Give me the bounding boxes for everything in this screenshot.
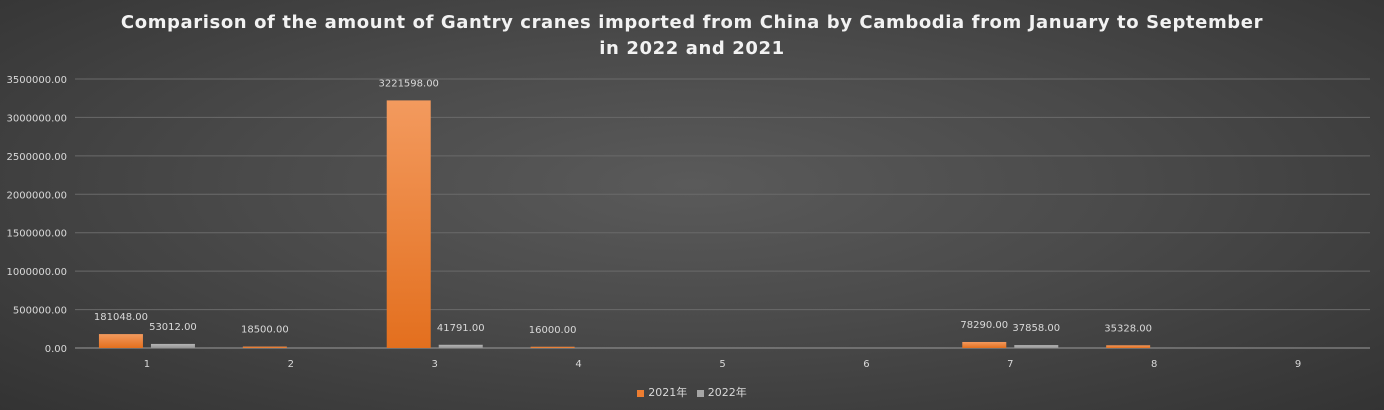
y-tick-label: 3000000.00 xyxy=(7,113,67,124)
bar-2021年-7 xyxy=(962,341,1007,348)
legend-label-2021: 2021年 xyxy=(648,386,688,399)
data-label: 35328.00 xyxy=(1104,323,1152,334)
data-label: 181048.00 xyxy=(94,312,148,323)
data-label: 53012.00 xyxy=(149,322,197,333)
x-tick-label: 3 xyxy=(432,359,438,370)
bar-2022年-3 xyxy=(438,344,483,348)
x-tick-label: 9 xyxy=(1295,359,1301,370)
bar-2022年-7 xyxy=(1014,345,1059,348)
bar-2021年-8 xyxy=(1106,345,1151,348)
x-tick-label: 4 xyxy=(575,359,581,370)
legend: 2021年 2022年 xyxy=(0,384,1384,400)
bar-2022年-1 xyxy=(150,343,195,348)
y-tick-label: 0.00 xyxy=(45,344,67,355)
data-label: 78290.00 xyxy=(960,320,1008,331)
data-label: 18500.00 xyxy=(241,325,289,336)
y-tick-label: 2000000.00 xyxy=(7,190,67,201)
bar-2021年-4 xyxy=(530,346,575,348)
legend-item-2021: 2021年 xyxy=(637,384,687,400)
x-tick-label: 5 xyxy=(719,359,725,370)
gridlines xyxy=(75,78,1370,349)
legend-label-2022: 2022年 xyxy=(707,386,747,399)
bar-2021年-1 xyxy=(98,334,143,348)
chart-title: Comparison of the amount of Gantry crane… xyxy=(0,10,1384,62)
y-tick-label: 2500000.00 xyxy=(7,152,67,163)
x-axis-ticks: 1 2 3 4 5 6 7 8 9 xyxy=(144,359,1301,370)
data-label: 41791.00 xyxy=(437,323,485,334)
chart-title-line-2: in 2022 and 2021 xyxy=(599,38,785,59)
x-tick-label: 6 xyxy=(863,359,869,370)
y-tick-label: 3500000.00 xyxy=(7,75,67,86)
x-tick-label: 2 xyxy=(288,359,294,370)
bars xyxy=(98,100,1151,348)
data-labels: 181048.00 18500.00 3221598.00 16000.00 78290… xyxy=(94,78,1152,335)
legend-item-2022: 2022年 xyxy=(696,384,747,400)
y-axis-ticks: 0.00 500000.00 1000000.00 1500000.00 2000000… xyxy=(7,75,67,355)
x-tick-label: 1 xyxy=(144,359,150,370)
legend-swatch-2021 xyxy=(637,389,645,397)
x-tick-label: 7 xyxy=(1007,359,1013,370)
data-label: 3221598.00 xyxy=(378,78,438,89)
bar-2021年-3 xyxy=(386,100,431,348)
legend-swatch-2022 xyxy=(696,389,704,397)
y-tick-label: 500000.00 xyxy=(13,306,67,317)
chart-title-line-1: Comparison of the amount of Gantry crane… xyxy=(120,12,1264,33)
data-label: 37858.00 xyxy=(1012,323,1060,334)
bar-2021年-2 xyxy=(242,346,287,348)
y-tick-label: 1000000.00 xyxy=(7,267,67,278)
y-tick-label: 1500000.00 xyxy=(7,229,67,240)
data-label: 16000.00 xyxy=(529,325,577,336)
x-tick-label: 8 xyxy=(1151,359,1157,370)
